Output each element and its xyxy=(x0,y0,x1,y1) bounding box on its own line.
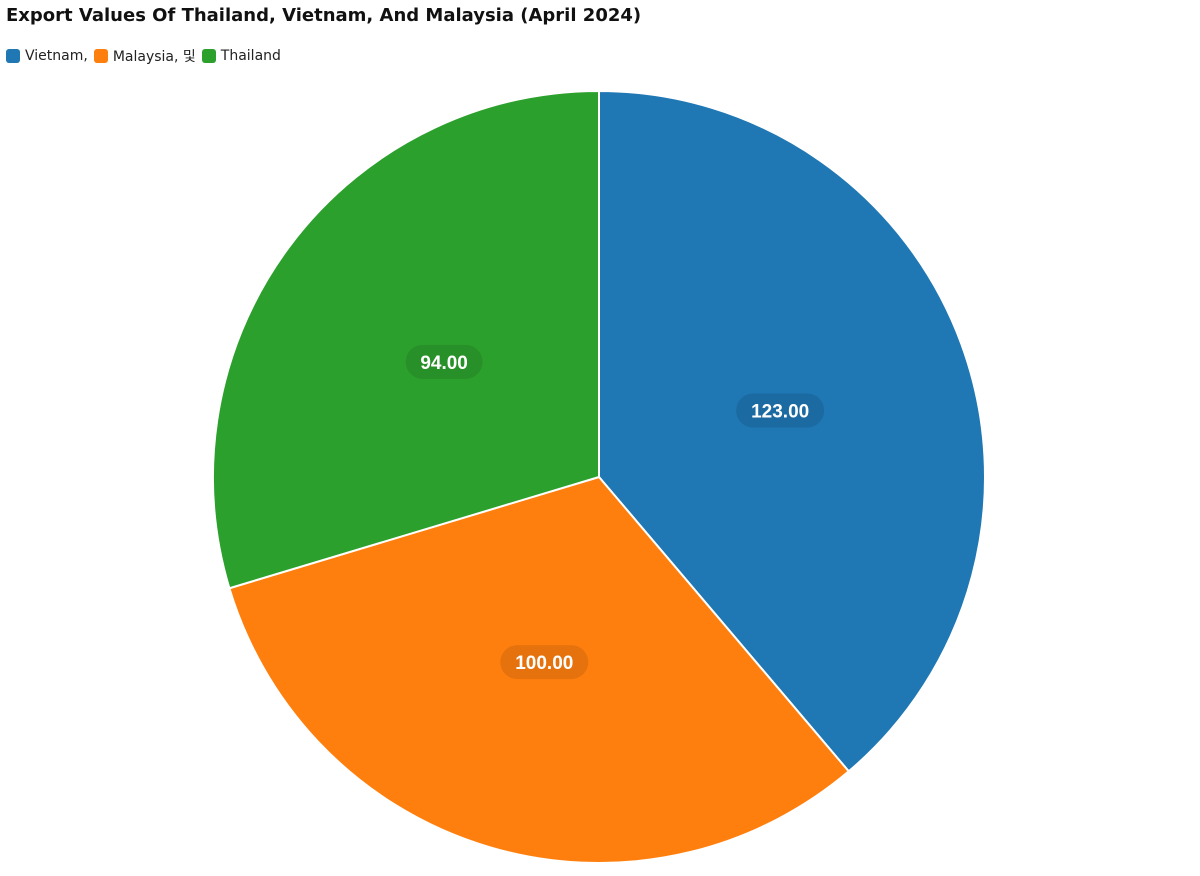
data-label-bg-thailand xyxy=(405,344,483,379)
legend-swatch-vietnam xyxy=(6,49,20,63)
legend-label-thailand: Thailand xyxy=(220,48,281,64)
legend-label-vietnam: Vietnam, xyxy=(25,48,88,64)
legend-item-malaysia[interactable]: Malaysia, 및 xyxy=(93,46,196,66)
data-label-vietnam: 123.00 xyxy=(751,401,809,422)
legend-swatch-thailand xyxy=(201,49,216,63)
pie-slice-vietnam[interactable] xyxy=(598,89,986,773)
data-label-thailand: 94.00 xyxy=(420,353,468,374)
legend-item-vietnam[interactable]: Vietnam, xyxy=(6,48,88,64)
legend-swatch-malaysia xyxy=(93,49,108,63)
legend-label-malaysia: Malaysia, 및 xyxy=(112,49,196,65)
legend: Vietnam, Malaysia, 및 Thailand xyxy=(6,46,287,66)
data-label-malaysia: 100.00 xyxy=(515,653,573,674)
data-label-bg-malaysia xyxy=(500,645,589,680)
legend-item-thailand[interactable]: Thailand xyxy=(201,48,281,64)
data-label-bg-vietnam xyxy=(736,393,825,428)
pie-slice-thailand[interactable] xyxy=(212,89,600,590)
chart-title: Export Values Of Thailand, Vietnam, And … xyxy=(6,5,642,26)
